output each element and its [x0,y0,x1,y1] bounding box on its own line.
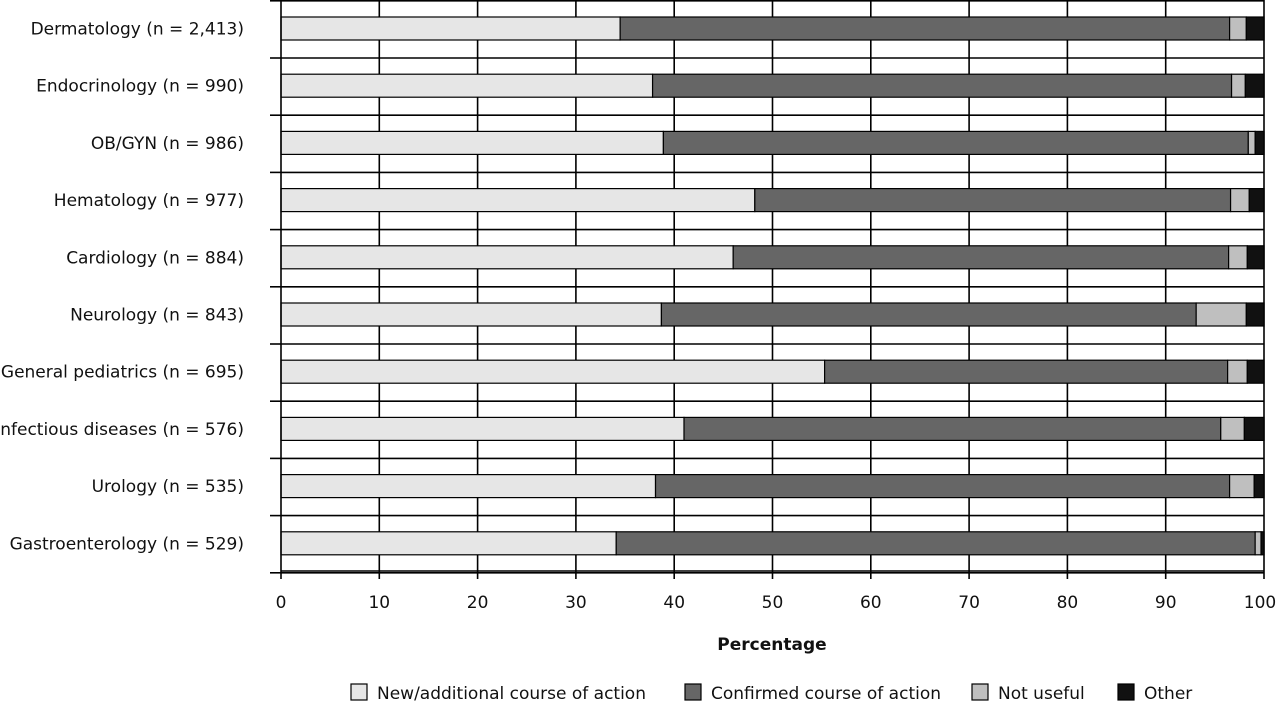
category-labels: Dermatology (n = 2,413) Endocrinology (n … [0,20,244,555]
bar-segment [1228,245,1248,270]
bar-segment [615,531,1256,556]
category-label: Gastroenterology (n = 529) [10,534,244,554]
category-label: Cardiology (n = 884) [66,248,244,268]
bar-segment [1220,416,1245,441]
category-label: Hematology (n = 977) [54,191,244,211]
x-tick-label: 90 [1155,593,1177,613]
bar-segment [280,188,756,213]
bar-segment [1230,73,1246,98]
bar-segment [654,474,1231,499]
category-label: OB/GYN (n = 986) [91,134,244,154]
legend-swatch [1117,683,1135,701]
x-tick-label: 50 [762,593,784,613]
x-tick-label: 40 [663,593,685,613]
bar-segment [1253,474,1265,499]
bar-segment [280,359,826,384]
bar-segment [754,188,1232,213]
bar-segment [651,73,1233,98]
bar-segment [280,245,734,270]
category-label: Neurology (n = 843) [70,306,244,326]
legend-swatch [350,683,368,701]
bar-segment [280,474,657,499]
bar-segment [280,531,617,556]
legend-swatch [684,683,702,701]
x-tick-label: 0 [276,593,287,613]
bar-segment [732,245,1230,270]
bar-segment [619,16,1231,41]
bar-segment [1248,188,1265,213]
bar-segment [1246,245,1265,270]
category-label: General pediatrics (n = 695) [1,363,244,383]
bar-segment [1195,302,1247,327]
bar-segment [1254,531,1262,556]
bar-segment [1227,359,1248,384]
x-axis-title: Percentage [717,635,826,655]
bar-segment [280,416,685,441]
bar-segment [683,416,1222,441]
x-tick-label: 70 [958,593,980,613]
bar-segment [1260,531,1265,556]
bar-segment [1229,188,1250,213]
axes: 0 10 20 30 40 50 60 70 80 90 100 [270,0,1276,613]
x-tick-label: 30 [565,593,587,613]
bar-segment [280,130,664,155]
category-label: Dermatology (n = 2,413) [31,20,244,40]
bar-segment [1243,416,1265,441]
bar-segment [280,302,663,327]
bar-segment [823,359,1229,384]
bar-segment [280,16,621,41]
bar-segment [1246,359,1265,384]
bar-segment [660,302,1197,327]
bar-segment [1245,16,1265,41]
bar-segment [1245,302,1265,327]
bar-segment [1228,474,1255,499]
bar-segment [1254,130,1265,155]
bar-segment [1244,73,1265,98]
category-label: Urology (n = 535) [92,477,244,497]
x-tick-label: 80 [1057,593,1079,613]
legend-label: Not useful [998,684,1085,702]
x-tick-label: 20 [467,593,489,613]
legend-label: Confirmed course of action [711,684,941,702]
legend-swatch [971,683,989,701]
category-label: Infectious diseases (n = 576) [0,420,244,440]
bar-segment [1247,130,1256,155]
legend-label: New/additional course of action [377,684,646,702]
x-tick-label: 100 [1244,593,1276,613]
bar-segment [1228,16,1247,41]
x-tick-label: 60 [860,593,882,613]
bar-segment [280,73,654,98]
legend-label: Other [1144,684,1192,702]
bar-segment [662,130,1249,155]
category-label: Endocrinology (n = 990) [36,77,244,97]
legend: New/additional course of action Confirmed… [350,683,1192,702]
x-tick-label: 10 [368,593,390,613]
